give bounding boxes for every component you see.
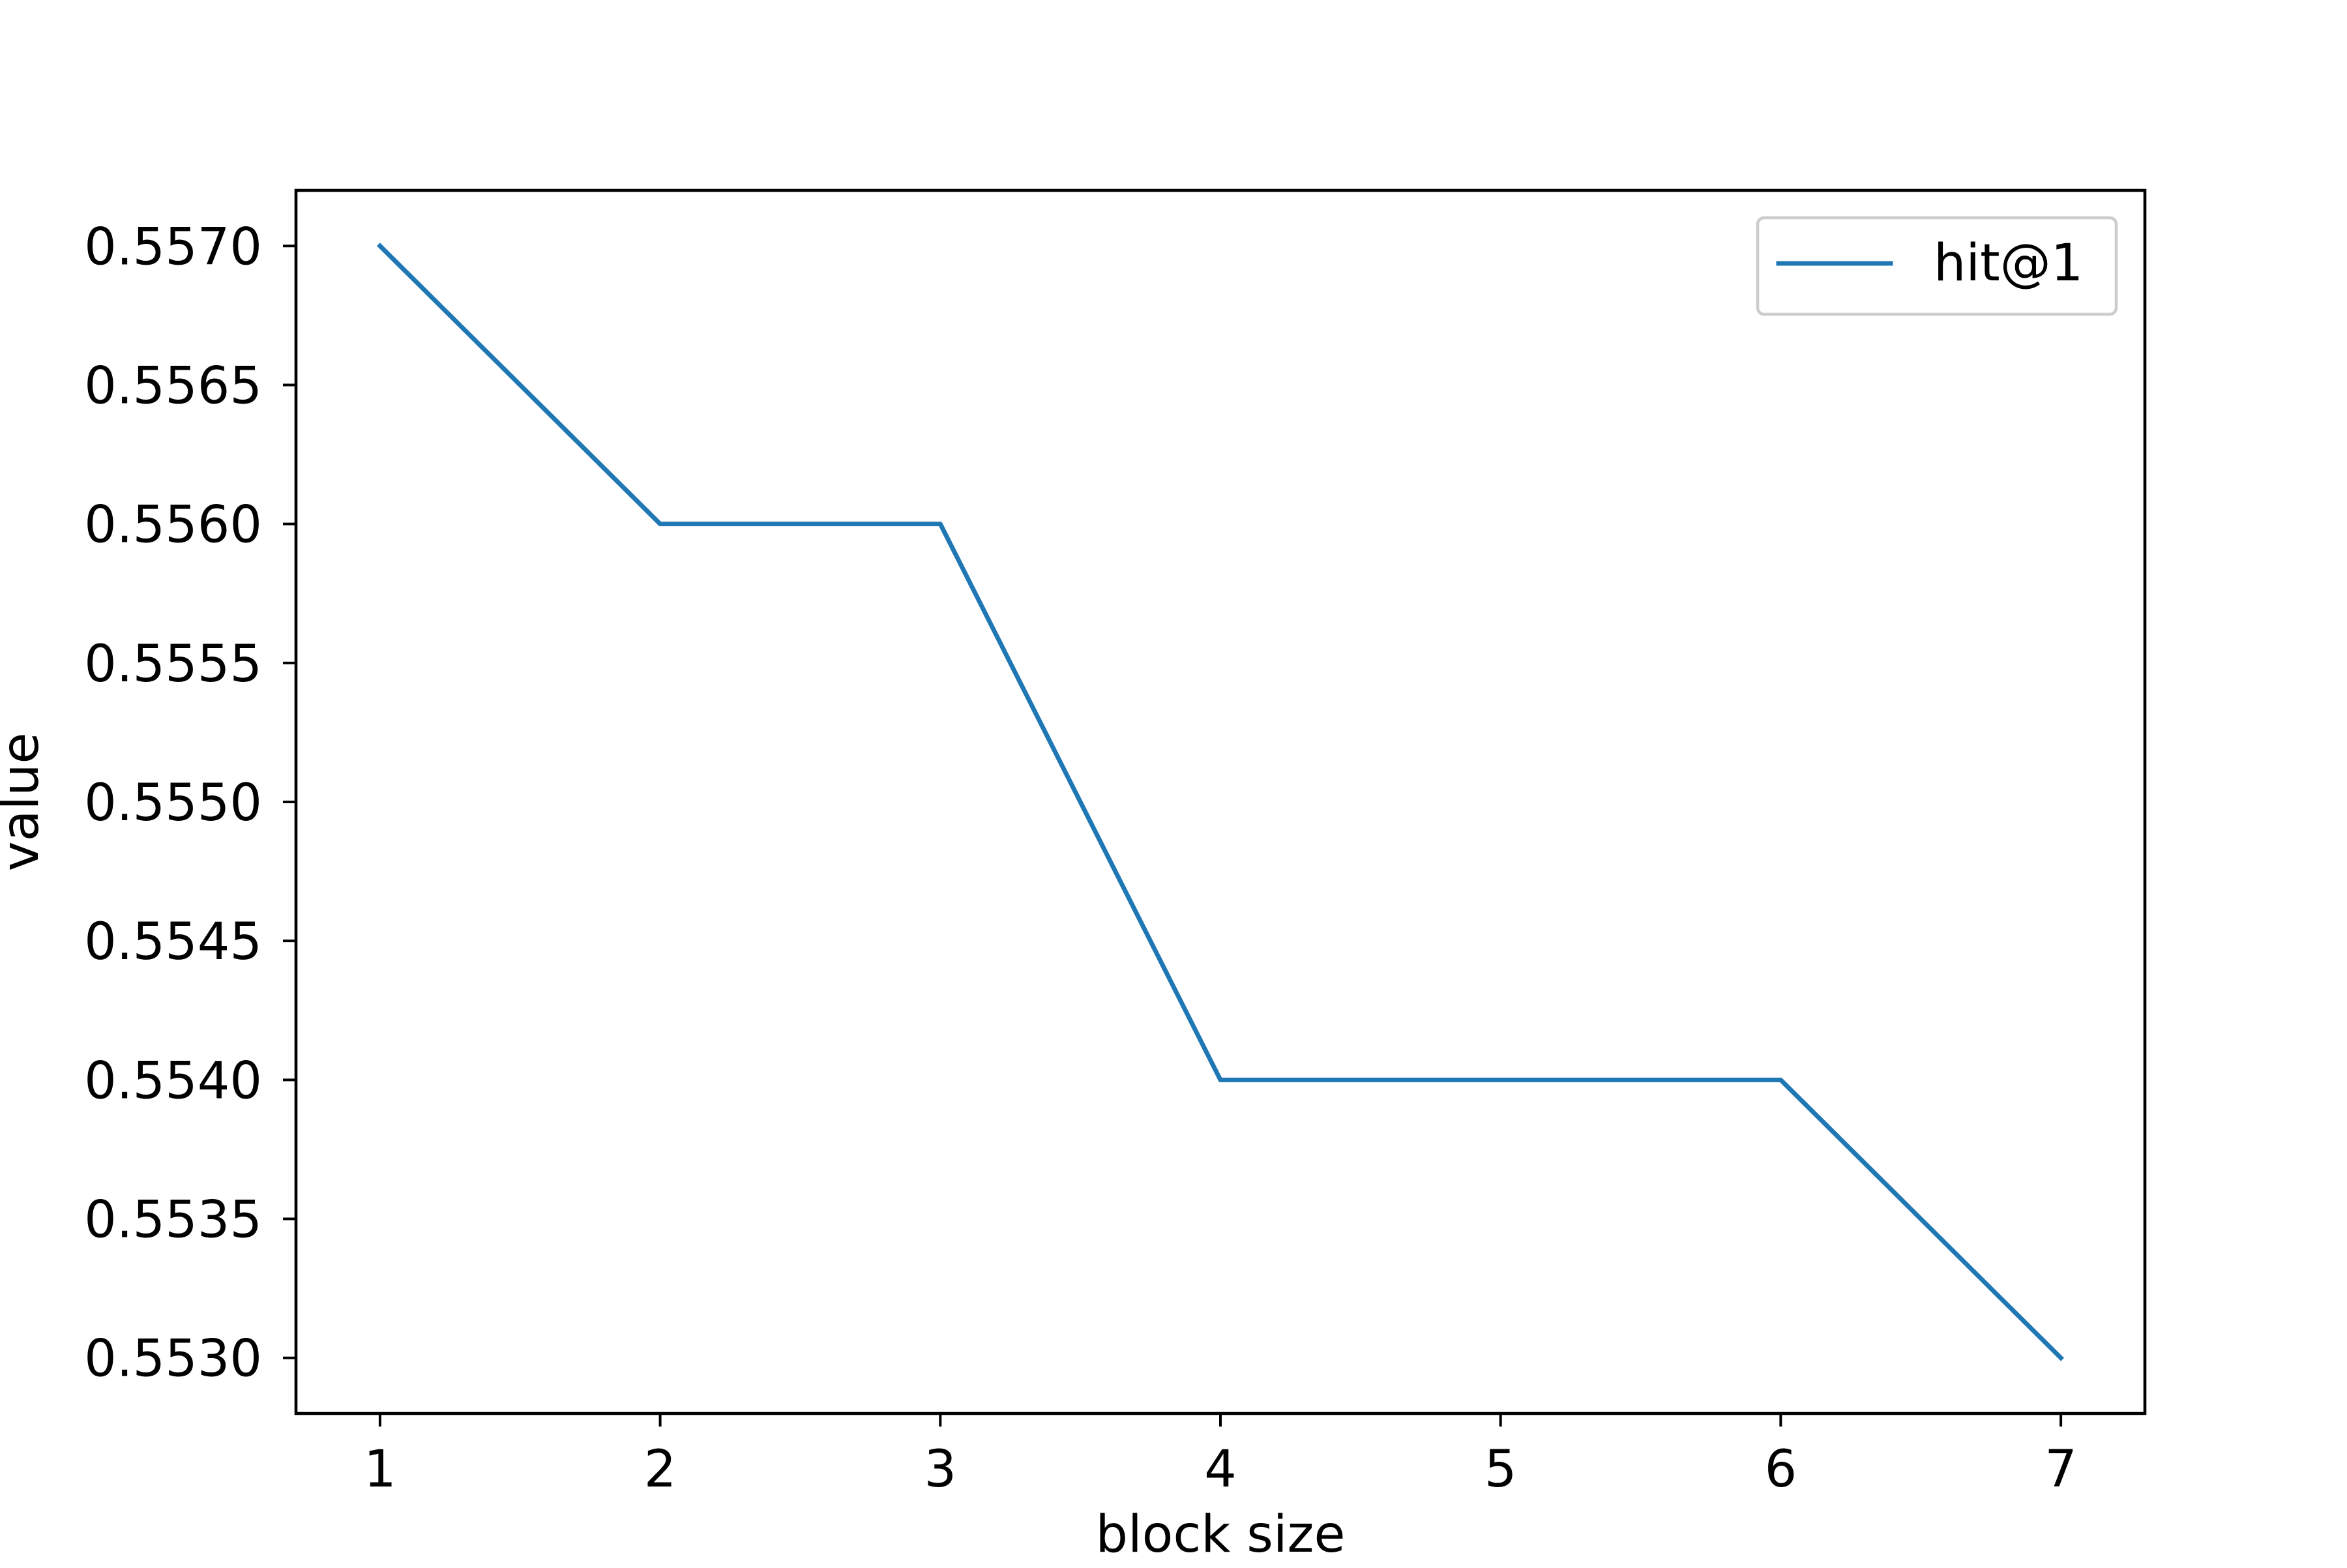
x-tick-label: 6 bbox=[1765, 1440, 1797, 1499]
plot-frame bbox=[294, 188, 2147, 1415]
y-tick-label: 0.5535 bbox=[84, 1191, 262, 1250]
x-tick-label: 5 bbox=[1484, 1440, 1517, 1499]
y-axis-label: value bbox=[0, 732, 50, 871]
y-tick-label: 0.5550 bbox=[84, 774, 262, 833]
y-tick-label: 0.5540 bbox=[84, 1052, 262, 1110]
y-tick-label: 0.5560 bbox=[84, 496, 262, 555]
x-tick-label: 3 bbox=[924, 1440, 956, 1499]
series-line-hit-at-1 bbox=[376, 243, 2065, 1361]
x-tick-label: 4 bbox=[1204, 1440, 1237, 1499]
x-axis-label: block size bbox=[1096, 1505, 1346, 1564]
legend: hit@1 bbox=[1756, 216, 2118, 316]
x-tick-label: 7 bbox=[2044, 1440, 2077, 1499]
y-tick-label: 0.5565 bbox=[84, 357, 262, 415]
legend-box bbox=[1756, 216, 2118, 316]
y-tick-label: 0.5570 bbox=[84, 218, 262, 276]
series-layer bbox=[376, 243, 2065, 1361]
x-tick-label: 2 bbox=[644, 1440, 677, 1499]
y-tick-label: 0.5545 bbox=[84, 913, 262, 971]
legend-label: hit@1 bbox=[1934, 234, 2083, 293]
x-tick-label: 1 bbox=[364, 1440, 396, 1499]
y-tick-label: 0.5530 bbox=[84, 1330, 262, 1389]
ticks-layer: 1 2 3 4 5 6 7 0.5530 0.5535 0.5540 0.5545 0.5550 0.5… bbox=[84, 218, 2077, 1499]
y-tick-label: 0.5555 bbox=[84, 635, 262, 694]
